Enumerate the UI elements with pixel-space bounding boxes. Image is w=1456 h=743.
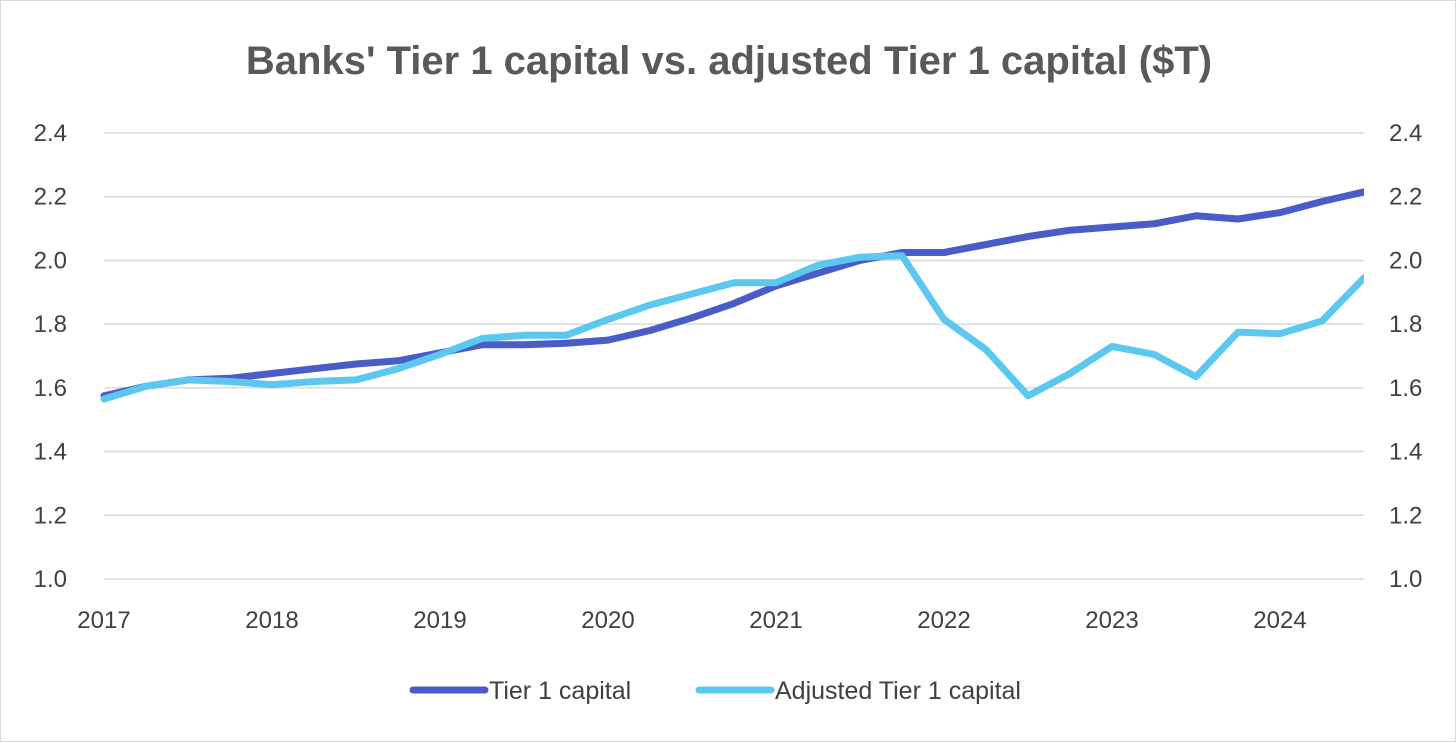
y-tick-label-left: 2.0 [34, 247, 67, 274]
y-tick-label-right: 2.0 [1389, 247, 1422, 274]
y-tick-label-left: 1.2 [34, 502, 67, 529]
x-axis: 2017 2018 2019 2020 2021 2022 2023 2024 [77, 607, 1306, 634]
y-tick-label-right: 1.0 [1389, 566, 1422, 593]
series-line-tier1 [100, 188, 1364, 400]
chart-title: Banks' Tier 1 capital vs. adjusted Tier … [246, 39, 1212, 83]
x-tick-label: 2021 [749, 607, 802, 634]
y-tick-label-left: 2.2 [34, 184, 67, 211]
y-axis-left: 1.0 1.2 1.4 1.6 1.8 2.0 2.2 2.4 [34, 120, 67, 593]
x-tick-label: 2017 [77, 607, 130, 634]
y-tick-label-right: 1.4 [1389, 439, 1422, 466]
series-line-adjusted [100, 252, 1364, 403]
y-tick-label-left: 1.0 [34, 566, 67, 593]
x-tick-label: 2022 [917, 607, 970, 634]
y-tick-label-right: 2.4 [1389, 120, 1422, 147]
legend-label: Tier 1 capital [489, 677, 631, 705]
x-tick-label: 2024 [1253, 607, 1306, 634]
y-tick-label-left: 1.6 [34, 375, 67, 402]
x-tick-label: 2020 [581, 607, 634, 634]
y-tick-label-left: 1.8 [34, 311, 67, 338]
x-tick-label: 2019 [413, 607, 466, 634]
y-tick-label-right: 1.2 [1389, 502, 1422, 529]
legend-label: Adjusted Tier 1 capital [775, 677, 1021, 705]
y-tick-label-right: 1.8 [1389, 311, 1422, 338]
x-tick-label: 2018 [245, 607, 298, 634]
y-tick-label-right: 2.2 [1389, 184, 1422, 211]
y-tick-label-right: 1.6 [1389, 375, 1422, 402]
legend: Tier 1 capital Adjusted Tier 1 capital [409, 677, 1021, 705]
y-tick-label-left: 1.4 [34, 439, 67, 466]
y-tick-label-left: 2.4 [34, 120, 67, 147]
plot-area [100, 188, 1364, 403]
y-axis-right: 1.0 1.2 1.4 1.6 1.8 2.0 2.2 2.4 [1389, 120, 1422, 593]
x-tick-label: 2023 [1085, 607, 1138, 634]
gridlines [104, 132, 1364, 580]
